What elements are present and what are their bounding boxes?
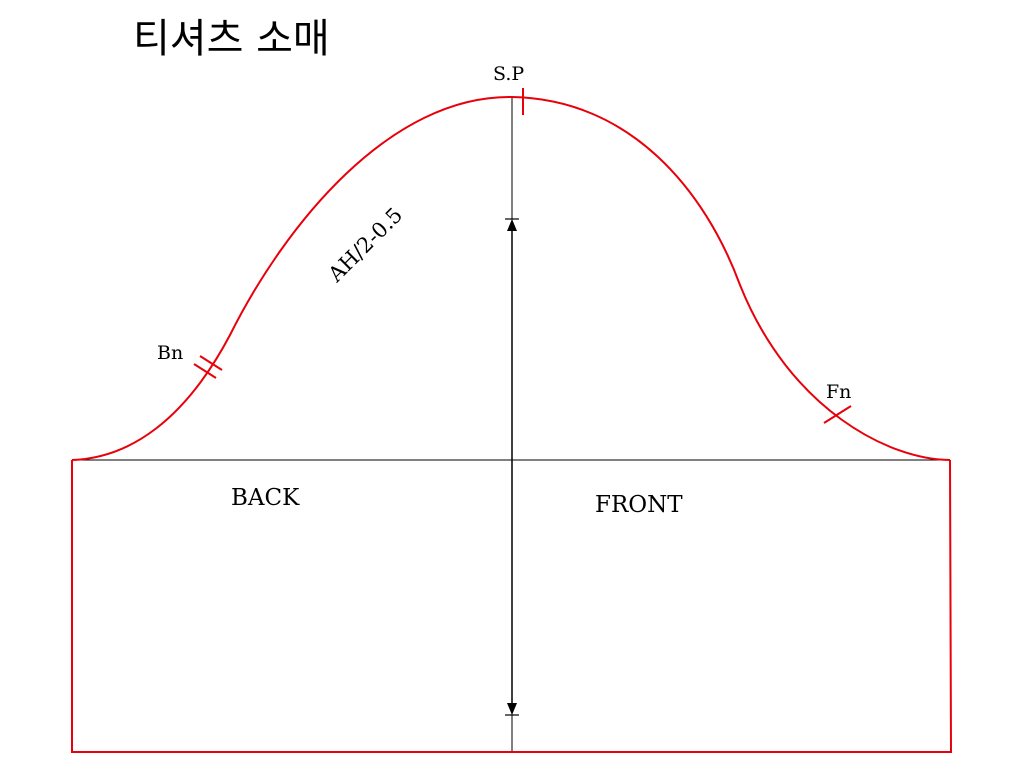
arrowhead-up-icon	[507, 219, 517, 231]
sleeve-cap-curve	[71, 95, 951, 461]
back-section-label: BACK	[231, 485, 300, 511]
back-notch-label: Bn	[157, 342, 183, 364]
front-notch-label: Fn	[826, 381, 851, 403]
front-section-label: FRONT	[595, 492, 683, 518]
shoulder-point-label: S.P	[493, 63, 524, 85]
front-notch-mark	[823, 405, 852, 424]
cap-height-formula-label: AH/2-0.5	[323, 203, 407, 287]
cap-height-measurement-arrow	[505, 218, 519, 716]
back-notch-mark	[193, 355, 223, 379]
sleeve-body-outline	[71, 459, 953, 753]
arrowhead-down-icon	[507, 703, 517, 715]
diagram-title: 티셔츠 소매	[133, 16, 330, 62]
